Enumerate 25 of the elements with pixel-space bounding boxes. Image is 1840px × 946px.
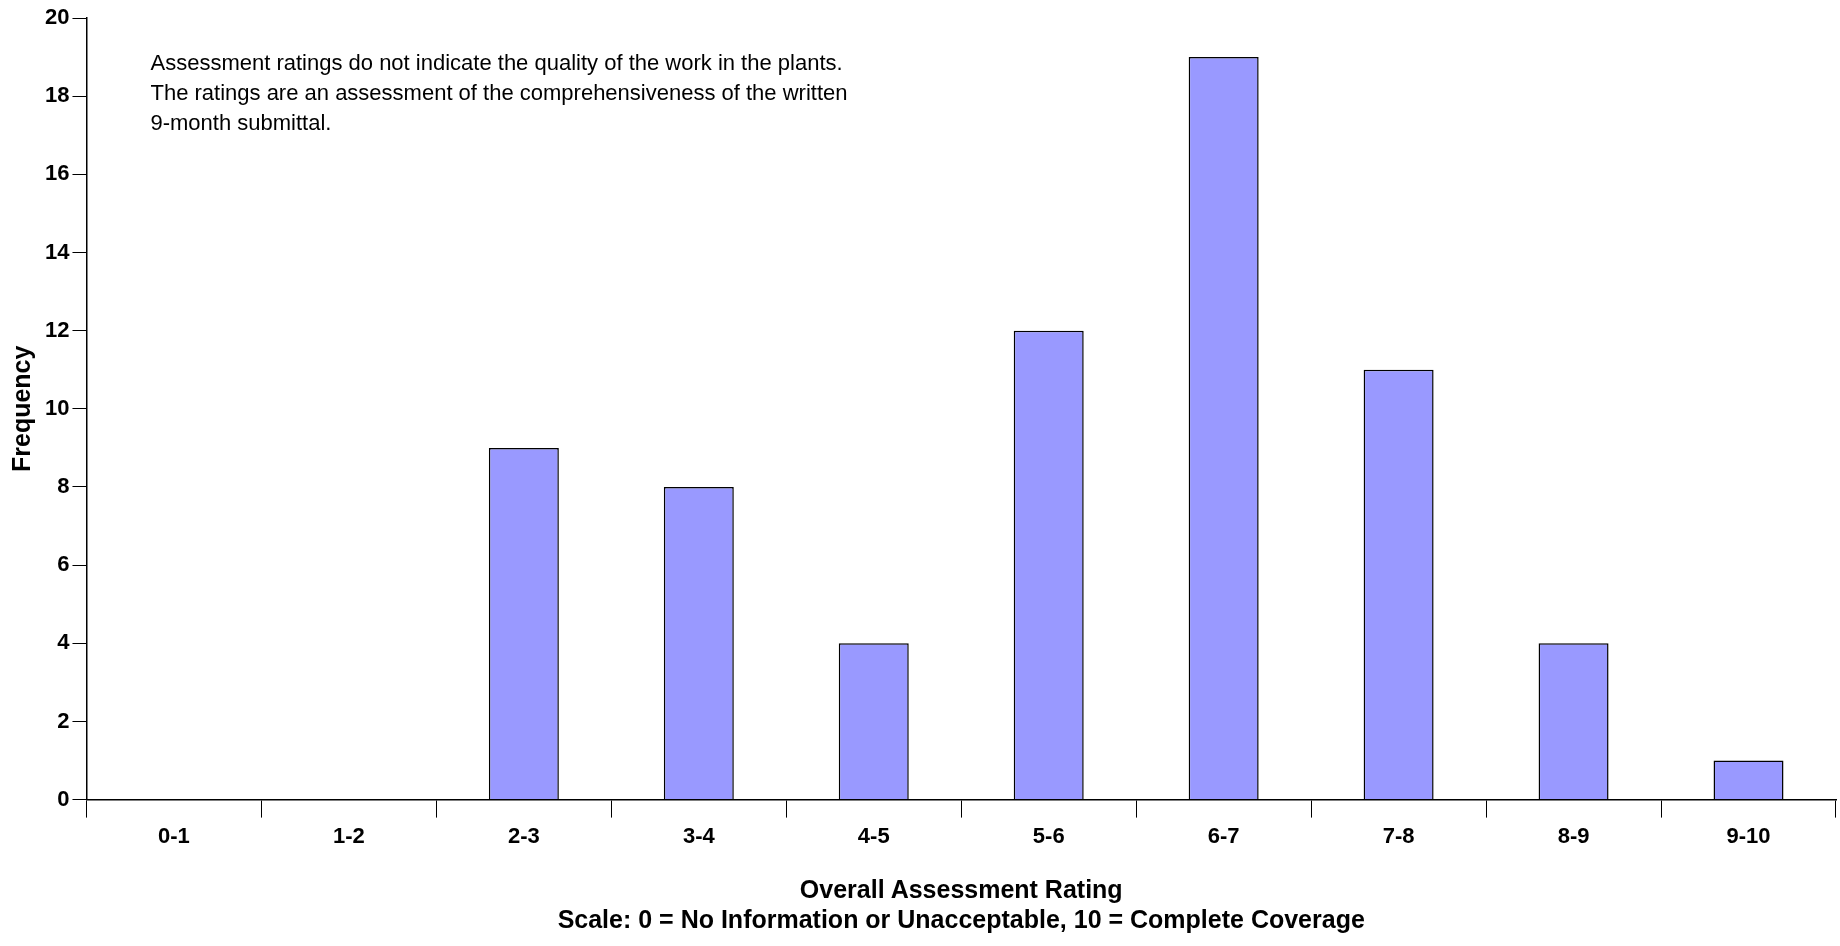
- y-tick-label: 12: [44, 316, 70, 342]
- y-tick-label: 2: [57, 707, 70, 733]
- x-tick-label: 2-3: [507, 822, 540, 848]
- y-axis-title: Frequency: [6, 345, 35, 473]
- text: Scale: 0 = No Information or Unacceptable, 10 = Complete Coverage: [557, 904, 1365, 933]
- y-tick-label: 20: [44, 4, 70, 30]
- y-tick-label: 0: [57, 785, 70, 811]
- annotation: Assessment ratings do not indicate the quality of the work in the plants. The ratings are an assessment of the comprehensiveness of the written 9-month submittal.: [150, 50, 849, 136]
- x-axis-title: Overall Assessment Rating: [799, 874, 1123, 903]
- y-tick-label: 8: [57, 473, 70, 499]
- y-tick-label: 4: [57, 629, 71, 655]
- x-tick-label: 0-1: [158, 822, 190, 848]
- x-tick-label: 1-2: [333, 822, 365, 848]
- y-tick-label: 16: [44, 160, 70, 186]
- x-tick-label: 8-9: [1557, 822, 1590, 848]
- x-tick-label: 6-7: [1207, 822, 1240, 848]
- y-tick-label: 10: [44, 394, 70, 420]
- y-tick-label: 14: [44, 238, 71, 264]
- x-tick-label: 3-4: [682, 822, 716, 848]
- y-tick-label: 6: [57, 551, 70, 577]
- x-tick-label: 4-5: [857, 822, 890, 848]
- x-tick-label: 9-10: [1726, 822, 1771, 848]
- x-tick-label: 5-6: [1032, 822, 1065, 848]
- y-tick-label: 18: [44, 82, 70, 108]
- x-tick-label: 7-8: [1382, 822, 1415, 848]
